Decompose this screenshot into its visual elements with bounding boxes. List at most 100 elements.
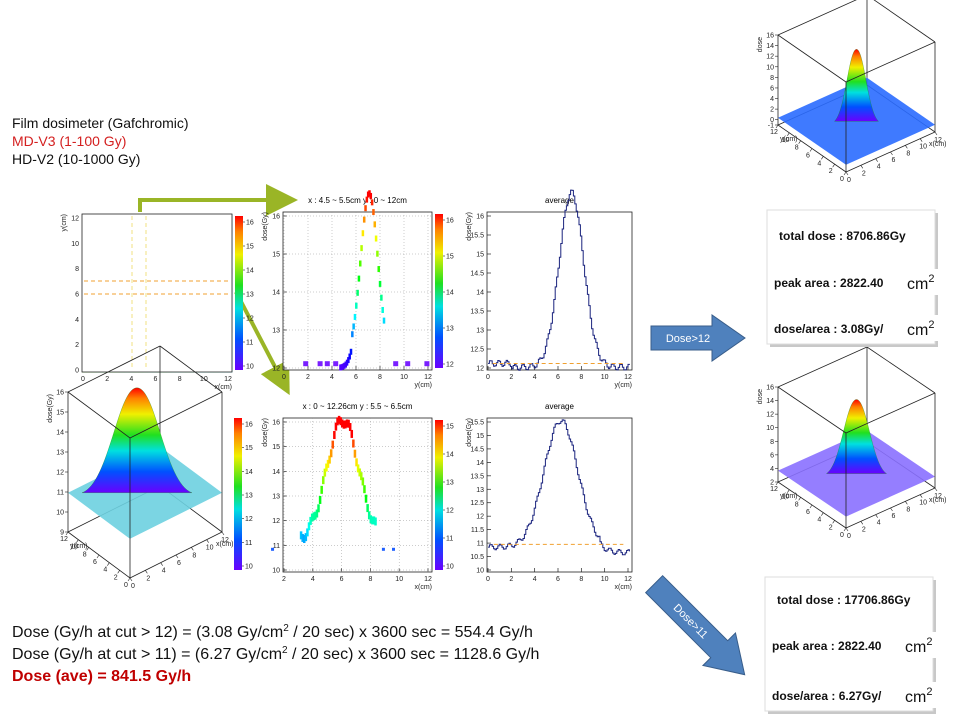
profile-marks	[271, 415, 395, 551]
x-tick-label: 12	[624, 374, 632, 381]
unit-sup: 2	[928, 319, 934, 331]
y-tick-label: 8	[795, 501, 799, 508]
profile-cell	[360, 245, 363, 252]
x-axis-label: y(cm)	[415, 382, 433, 389]
z-tick-label: 14	[56, 430, 64, 437]
summary: Dose (ave) = 841.5 Gy/h	[12, 668, 191, 685]
y-tick	[809, 504, 813, 509]
profile-cell	[378, 280, 382, 287]
x-tick	[221, 531, 225, 536]
x-axis-label: y(cm)	[615, 382, 633, 389]
profile-cell	[271, 547, 275, 551]
y-tick	[787, 132, 790, 136]
x-tick	[905, 145, 908, 149]
y-tick-label: 6	[93, 559, 97, 566]
plot-title: x : 0 ~ 12.26cm y : 5.5 ~ 6.5cm	[303, 402, 413, 411]
profile-cell	[303, 535, 306, 544]
profile-cell	[318, 495, 322, 504]
y-axis-label: y(cm)	[70, 543, 88, 550]
profile-cell	[374, 517, 377, 526]
plot-frame	[81, 213, 233, 373]
y-tick-label: 8	[83, 551, 87, 558]
y-tick-label: 2	[75, 342, 79, 349]
x-tick-label: 10	[919, 144, 927, 151]
formula-sup: 2	[282, 645, 288, 656]
link-arrow	[234, 291, 290, 396]
color-bar	[435, 214, 443, 368]
profile-cell	[353, 449, 357, 458]
color-tick-label: 13	[246, 292, 254, 299]
y-axis-label: dose(Gy)	[262, 212, 269, 241]
unit: cm	[907, 276, 928, 293]
x-tick	[860, 165, 864, 169]
profile-cell	[364, 205, 367, 212]
block-arrow-diagonal: Dose>11	[644, 574, 746, 676]
profile-cell	[326, 459, 330, 468]
profile-cell	[331, 440, 335, 449]
result-line: dose/area : 6.27Gy/	[772, 689, 882, 703]
x-axis-label: x(cm)	[415, 584, 433, 591]
x-tick	[875, 514, 878, 518]
profile-cell	[355, 458, 358, 467]
x-tick-label: 8	[579, 374, 583, 381]
profile-cell	[365, 196, 369, 203]
color-tick-label: 11	[246, 340, 253, 347]
y-tick-label: 6	[806, 153, 810, 160]
x-tick-label: 0	[847, 177, 851, 184]
x-tick-label: 2	[105, 376, 109, 383]
y-tick-label: 16	[272, 214, 280, 221]
y-axis-label: y(cm)	[780, 136, 798, 143]
y-axis-label: dose(Gy)	[466, 212, 473, 241]
box-edge	[777, 34, 847, 83]
y-tick	[809, 148, 813, 152]
profile-cell	[309, 516, 312, 525]
unit: cm	[907, 322, 928, 339]
profile-cell	[357, 275, 361, 282]
y-tick-label: 12	[272, 366, 280, 373]
profile-cell	[315, 509, 319, 518]
y-tick	[787, 489, 790, 493]
profile-cell	[405, 361, 411, 367]
header-line: MD-V3 (1-100 Gy)	[12, 133, 126, 149]
profile-cell	[381, 547, 385, 551]
y-tick-label: 15	[272, 252, 280, 259]
unit: cm	[905, 639, 926, 656]
profile-cell	[345, 419, 349, 428]
y-tick	[76, 539, 79, 543]
plot-frame	[282, 417, 433, 573]
x-tick	[845, 171, 849, 176]
z-tick-label: 14	[766, 398, 774, 405]
z-tick-label: 13	[56, 450, 64, 457]
result-line: total dose : 8706.86Gy	[779, 229, 906, 243]
x-tick	[160, 562, 163, 566]
y-tick-label: 4	[75, 317, 79, 324]
profile-cell	[352, 439, 355, 448]
y-tick-label: 16	[272, 420, 280, 427]
y-tick-label: 12	[770, 486, 778, 493]
z-tick-label: 6	[770, 452, 774, 459]
profile-cell	[340, 364, 344, 371]
profile-cell	[364, 494, 368, 503]
profile-cell	[347, 419, 350, 428]
x-tick	[145, 570, 148, 574]
profile-cell	[372, 516, 376, 525]
color-tick-label: 11	[446, 536, 453, 543]
z-tick-label: 14	[766, 43, 774, 50]
block-arrow	[650, 314, 746, 362]
y-tick-label: 10.5	[470, 554, 484, 561]
y-tick-label: 4	[817, 517, 821, 524]
unit-sup: 2	[926, 686, 932, 698]
arrow-label: Dose>12	[666, 333, 710, 345]
profile-cell	[325, 463, 328, 472]
profile-cell	[381, 306, 384, 313]
y-tick-label: 12	[770, 129, 778, 136]
color-tick-label: 12	[245, 516, 253, 523]
profile-cell	[324, 361, 330, 367]
x-tick-label: 6	[892, 157, 896, 164]
y-axis-label: dose(Gy)	[262, 418, 269, 447]
formula-text: / 20 sec) x 3600 sec = 554.4 Gy/h	[289, 624, 533, 641]
color-tick-label: 12	[446, 362, 454, 369]
formula-text: Dose (Gy/h at cut > 11) = (6.27 Gy/cm	[12, 646, 282, 663]
color-bar	[235, 216, 243, 370]
x-tick	[191, 547, 194, 551]
